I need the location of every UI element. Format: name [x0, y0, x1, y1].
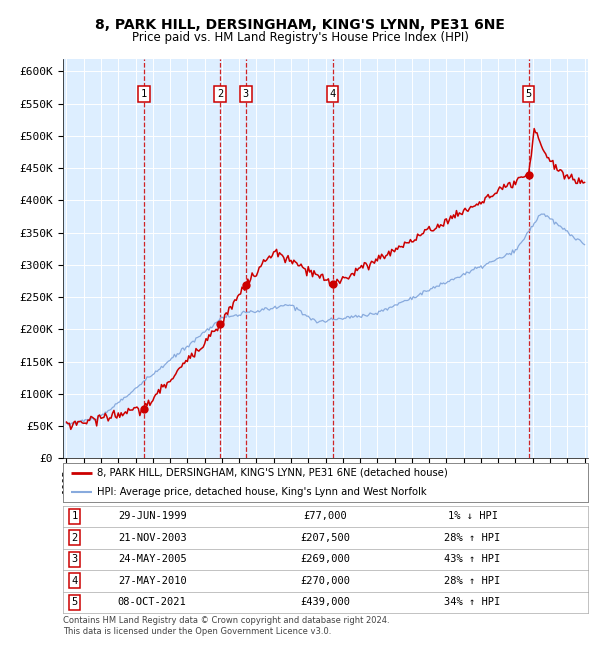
- Text: HPI: Average price, detached house, King's Lynn and West Norfolk: HPI: Average price, detached house, King…: [97, 487, 427, 497]
- Text: 4: 4: [71, 576, 77, 586]
- Text: 1: 1: [71, 512, 77, 521]
- Text: £207,500: £207,500: [301, 533, 350, 543]
- Text: Contains HM Land Registry data © Crown copyright and database right 2024.
This d: Contains HM Land Registry data © Crown c…: [63, 616, 389, 636]
- Text: 2: 2: [217, 89, 223, 99]
- Text: 5: 5: [526, 89, 532, 99]
- Text: 1: 1: [141, 89, 147, 99]
- Text: £77,000: £77,000: [304, 512, 347, 521]
- Text: £439,000: £439,000: [301, 597, 350, 607]
- Text: 28% ↑ HPI: 28% ↑ HPI: [445, 576, 500, 586]
- Text: 08-OCT-2021: 08-OCT-2021: [118, 597, 187, 607]
- Text: 28% ↑ HPI: 28% ↑ HPI: [445, 533, 500, 543]
- Text: 21-NOV-2003: 21-NOV-2003: [118, 533, 187, 543]
- Text: 8, PARK HILL, DERSINGHAM, KING'S LYNN, PE31 6NE: 8, PARK HILL, DERSINGHAM, KING'S LYNN, P…: [95, 18, 505, 32]
- Text: 34% ↑ HPI: 34% ↑ HPI: [445, 597, 500, 607]
- Text: 2: 2: [71, 533, 77, 543]
- Text: £269,000: £269,000: [301, 554, 350, 564]
- Text: 3: 3: [243, 89, 249, 99]
- Text: 27-MAY-2010: 27-MAY-2010: [118, 576, 187, 586]
- Text: 3: 3: [71, 554, 77, 564]
- Text: 24-MAY-2005: 24-MAY-2005: [118, 554, 187, 564]
- Text: £270,000: £270,000: [301, 576, 350, 586]
- Text: 29-JUN-1999: 29-JUN-1999: [118, 512, 187, 521]
- Text: 43% ↑ HPI: 43% ↑ HPI: [445, 554, 500, 564]
- Text: Price paid vs. HM Land Registry's House Price Index (HPI): Price paid vs. HM Land Registry's House …: [131, 31, 469, 44]
- Text: 1% ↓ HPI: 1% ↓ HPI: [448, 512, 497, 521]
- Text: 8, PARK HILL, DERSINGHAM, KING'S LYNN, PE31 6NE (detached house): 8, PARK HILL, DERSINGHAM, KING'S LYNN, P…: [97, 468, 448, 478]
- Text: 5: 5: [71, 597, 77, 607]
- Text: 4: 4: [329, 89, 336, 99]
